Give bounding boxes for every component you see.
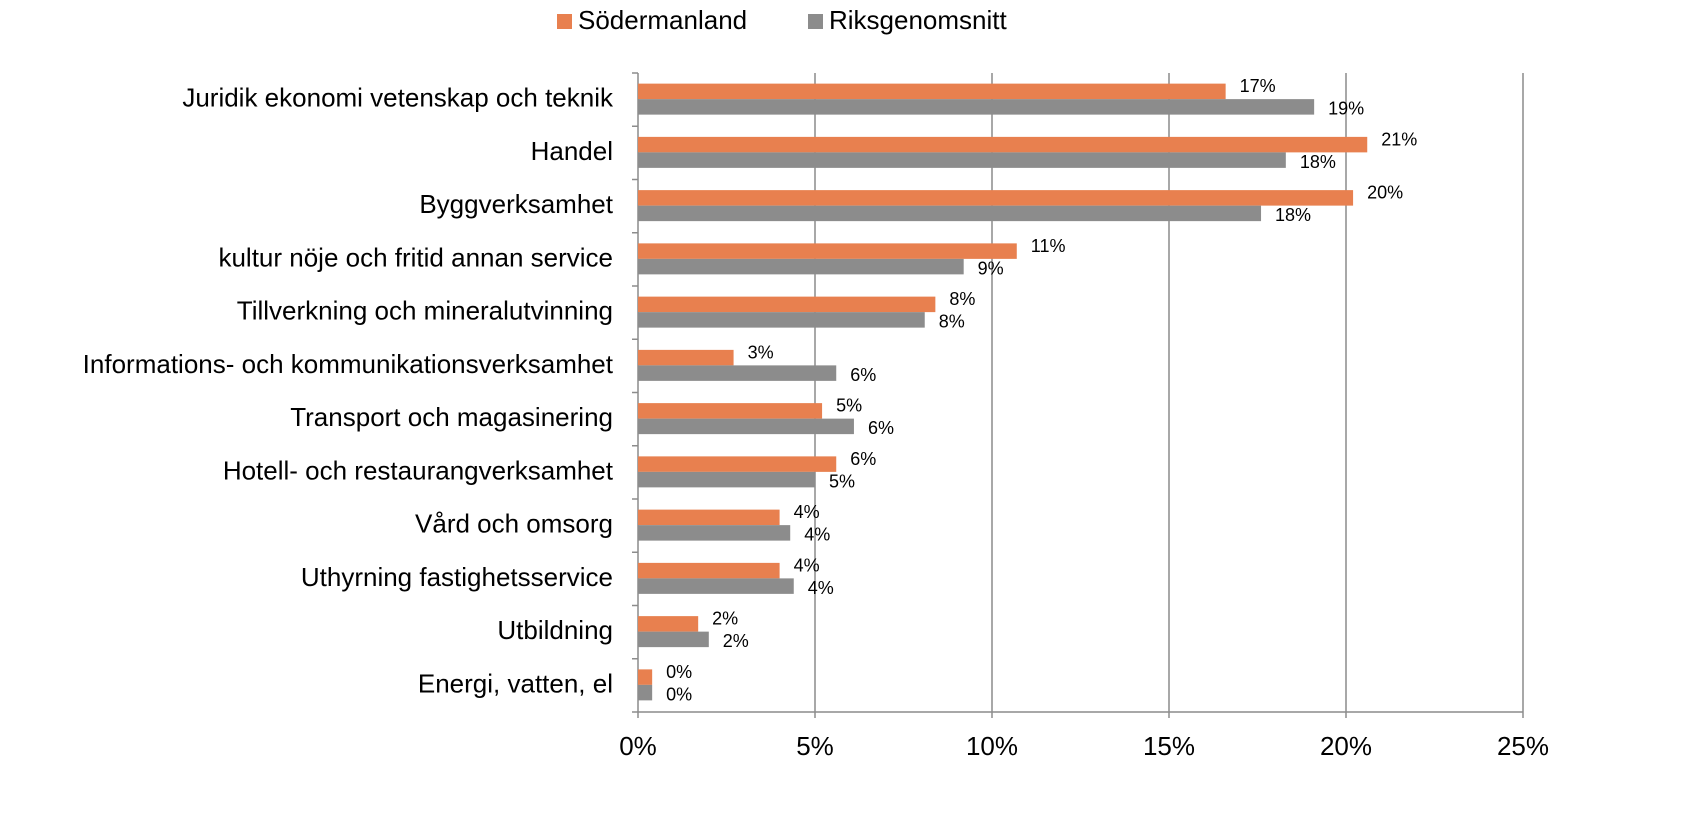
bar xyxy=(638,349,734,366)
bar xyxy=(638,684,653,701)
bar xyxy=(638,136,1368,153)
data-label: 6% xyxy=(850,365,876,385)
data-label: 4% xyxy=(804,525,830,545)
data-label: 0% xyxy=(666,684,692,704)
data-label: 18% xyxy=(1275,205,1311,225)
data-label: 9% xyxy=(978,258,1004,278)
x-tick-label: 20% xyxy=(1320,731,1372,761)
bar xyxy=(638,403,823,419)
category-label: Juridik ekonomi vetenskap och teknik xyxy=(182,83,614,113)
bar xyxy=(638,190,1354,206)
bar xyxy=(638,365,837,381)
bar xyxy=(638,456,837,472)
data-label: 3% xyxy=(748,342,774,362)
data-label: 20% xyxy=(1367,183,1403,203)
data-label: 5% xyxy=(836,396,862,416)
bar xyxy=(638,471,815,488)
data-label: 2% xyxy=(712,609,738,629)
bar xyxy=(638,258,964,275)
data-label: 8% xyxy=(949,289,975,309)
data-label: 6% xyxy=(868,418,894,438)
data-label: 18% xyxy=(1300,152,1336,172)
bar xyxy=(638,312,925,328)
category-label: Informations- och kommunikationsverksamh… xyxy=(83,349,614,379)
category-label: Byggverksamhet xyxy=(419,189,613,219)
legend-swatch xyxy=(808,14,823,29)
category-label: kultur nöje och fritid annan service xyxy=(218,242,613,272)
bar xyxy=(638,296,936,313)
bar xyxy=(638,631,709,648)
bar xyxy=(638,562,780,579)
bar xyxy=(638,509,780,526)
category-label: Energi, vatten, el xyxy=(418,668,613,698)
legend-label: Södermanland xyxy=(578,5,747,35)
bar xyxy=(638,152,1286,168)
x-tick-label: 15% xyxy=(1143,731,1195,761)
category-label: Tillverkning och mineralutvinning xyxy=(237,296,613,326)
category-label: Hotell- och restaurangverksamhet xyxy=(223,455,614,485)
bar xyxy=(638,616,699,632)
category-label: Vård och omsorg xyxy=(415,509,613,539)
data-label: 4% xyxy=(808,578,834,598)
data-label: 4% xyxy=(794,502,820,522)
data-label: 0% xyxy=(666,662,692,682)
data-label: 5% xyxy=(829,471,855,491)
category-label: Transport och magasinering xyxy=(290,402,613,432)
bar xyxy=(638,83,1226,100)
x-tick-label: 25% xyxy=(1497,731,1549,761)
data-label: 21% xyxy=(1381,129,1417,149)
x-tick-label: 10% xyxy=(966,731,1018,761)
data-label: 17% xyxy=(1240,76,1276,96)
data-label: 19% xyxy=(1328,99,1364,119)
data-label: 11% xyxy=(1031,236,1066,256)
x-tick-label: 5% xyxy=(796,731,834,761)
data-label: 8% xyxy=(939,312,965,332)
category-label: Uthyrning fastighetsservice xyxy=(301,562,613,592)
category-label: Handel xyxy=(531,136,613,166)
data-label: 2% xyxy=(723,631,749,651)
bar xyxy=(638,99,1315,115)
bar xyxy=(638,418,854,435)
data-label: 6% xyxy=(850,449,876,469)
bar xyxy=(638,243,1017,259)
legend-swatch xyxy=(557,14,572,29)
data-label: 4% xyxy=(794,555,820,575)
x-tick-label: 0% xyxy=(619,731,657,761)
category-label: Utbildning xyxy=(497,615,613,645)
bar xyxy=(638,669,653,685)
bar xyxy=(638,578,794,594)
bar xyxy=(638,525,791,541)
bar xyxy=(638,205,1262,222)
legend-label: Riksgenomsnitt xyxy=(829,5,1008,35)
